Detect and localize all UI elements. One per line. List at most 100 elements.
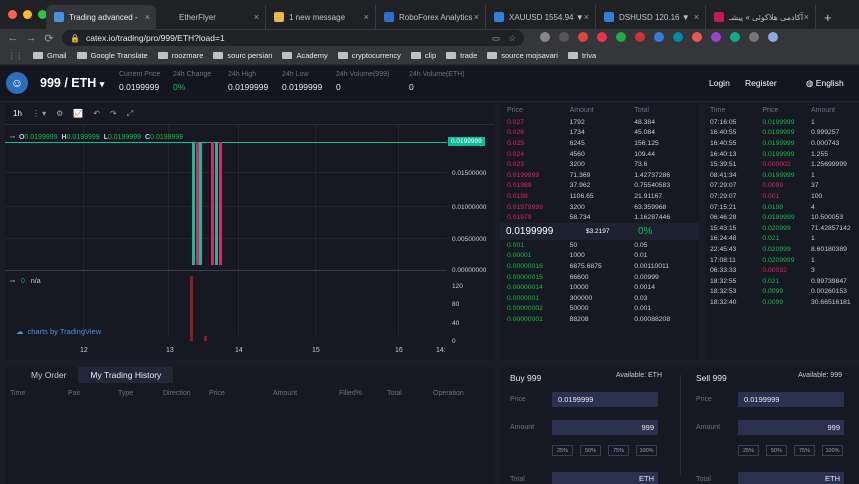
extension-icon[interactable] xyxy=(654,32,664,42)
forward-icon[interactable]: → xyxy=(25,32,37,44)
interval-selector[interactable]: 1h xyxy=(13,109,22,118)
extension-icon[interactable] xyxy=(578,32,588,42)
maximize-window-button[interactable] xyxy=(38,10,47,19)
tab-my-trading-history[interactable]: My Trading History xyxy=(78,367,174,383)
tradingview-link[interactable]: ☁ charts by TradingView xyxy=(16,327,101,336)
sell-pct-button-100[interactable]: 100% xyxy=(822,445,843,456)
bookmark-item[interactable]: source mojsavari xyxy=(487,51,558,60)
browser-tab[interactable]: DSHUSD 120.16 ▼ × xyxy=(596,5,706,29)
orderbook-row[interactable]: 0.01979999 3200 63.359968 xyxy=(500,202,699,213)
new-tab-button[interactable]: + xyxy=(824,9,832,25)
extension-icon[interactable] xyxy=(616,32,626,42)
bookmark-item[interactable]: clip xyxy=(410,51,436,60)
browser-tab[interactable]: آکادمی هلاکوئی » پیشـ × xyxy=(706,5,816,29)
cast-icon[interactable]: ▭ xyxy=(491,32,500,43)
browser-tab[interactable]: XAUUSD 1554.94 ▼ × xyxy=(486,5,596,29)
minimize-window-button[interactable] xyxy=(23,10,32,19)
orderbook-row[interactable]: 0.01989 37.962 0.75540583 xyxy=(500,181,699,192)
orderbook-row[interactable]: 0.024 4560 109.44 xyxy=(500,149,699,160)
indicators-icon[interactable]: 📈 xyxy=(73,109,84,118)
extension-icon[interactable] xyxy=(540,32,550,42)
orderbook-row[interactable]: 0.00000001 88208 0.00088208 xyxy=(500,314,699,325)
sell-total-input[interactable]: ETH xyxy=(738,472,844,484)
bookmark-item[interactable]: trade xyxy=(446,51,477,60)
extension-icon[interactable] xyxy=(692,32,702,42)
tab-close-icon[interactable]: × xyxy=(803,12,809,22)
ohlc-box-icon[interactable]: ▫▫ xyxy=(10,134,15,141)
browser-tab[interactable]: RoboForex Analytics × xyxy=(376,5,486,29)
tab-close-icon[interactable]: × xyxy=(144,12,150,22)
trade-time: 22:45:43 xyxy=(710,245,737,253)
buy-price-input[interactable]: 0.0199999 xyxy=(552,392,658,407)
extension-icon[interactable] xyxy=(673,32,683,42)
fullscreen-icon[interactable]: ⤢ xyxy=(126,108,134,118)
bookmark-item[interactable]: Gmail xyxy=(33,51,67,60)
back-icon[interactable]: ← xyxy=(7,32,19,44)
undo-icon[interactable]: ↶ xyxy=(93,109,100,118)
tab-close-icon[interactable]: × xyxy=(363,12,369,22)
extension-icon[interactable] xyxy=(768,32,778,42)
apps-icon[interactable]: ⋮⋮ xyxy=(8,51,23,60)
address-bar[interactable]: 🔒 catex.io/trading/pro/999/ETH?load=1 ▭ … xyxy=(62,30,524,46)
buy-pct-button-100[interactable]: 100% xyxy=(636,445,657,456)
extension-icon[interactable] xyxy=(635,32,645,42)
orderbook-row[interactable]: 0.01979 58.734 1.16287446 xyxy=(500,212,699,223)
sell-price-input[interactable]: 0.0199999 xyxy=(738,392,844,407)
buy-amount-input[interactable]: 999 xyxy=(552,420,658,435)
sell-pct-button-25[interactable]: 25% xyxy=(738,445,759,456)
bookmark-star-icon[interactable]: ☆ xyxy=(508,32,516,43)
language-selector[interactable]: ◍ English xyxy=(806,78,844,89)
extension-icon[interactable] xyxy=(730,32,740,42)
extension-icon[interactable] xyxy=(711,32,721,42)
settings-gear-icon[interactable]: ⚙ xyxy=(56,109,64,118)
close-window-button[interactable] xyxy=(8,10,17,19)
buy-total-input[interactable]: ETH xyxy=(552,472,658,484)
volume-toggle-icon[interactable]: ▫▫ xyxy=(10,278,15,285)
extension-icon[interactable] xyxy=(559,32,569,42)
orderbook-row[interactable]: 0.025 6245 156.125 xyxy=(500,138,699,149)
sell-pct-button-75[interactable]: 75% xyxy=(794,445,815,456)
sell-pct-button-50[interactable]: 50% xyxy=(766,445,787,456)
tab-close-icon[interactable]: × xyxy=(583,12,589,22)
tab-close-icon[interactable]: × xyxy=(253,12,259,22)
catex-logo[interactable]: ☺ xyxy=(6,72,28,94)
orderbook-row[interactable]: 0.00000014 10000 0.0014 xyxy=(500,282,699,293)
orderbook-row[interactable]: 0.00000002 50000 0.001 xyxy=(500,304,699,315)
orderbook-row[interactable]: 0.027 1792 48.384 xyxy=(500,117,699,128)
redo-icon[interactable]: ↷ xyxy=(110,109,117,118)
bookmark-item[interactable]: sourc persian xyxy=(213,51,272,60)
tab-my-order[interactable]: My Order xyxy=(31,370,67,380)
tab-close-icon[interactable]: × xyxy=(473,12,479,22)
open-value: 0.0199999 xyxy=(24,134,58,141)
orderbook-row[interactable]: 0.0198 1106.65 21.91167 xyxy=(500,191,699,202)
reload-icon[interactable]: ⟳ xyxy=(44,32,54,45)
register-link[interactable]: Register xyxy=(745,78,777,88)
pair-selector[interactable]: 999 / ETH ▾ xyxy=(40,76,104,90)
browser-tab[interactable]: EtherFlyer × xyxy=(156,5,266,29)
extension-icon[interactable] xyxy=(749,32,759,42)
browser-tab[interactable]: 1 new message × xyxy=(266,5,376,29)
bookmark-item[interactable]: Google Translate xyxy=(76,51,148,60)
orderbook-row[interactable]: 0.026 1734 45.084 xyxy=(500,128,699,139)
bookmark-item[interactable]: roozmare xyxy=(157,51,203,60)
bookmark-item[interactable]: Academy xyxy=(282,51,328,60)
orderbook-row[interactable]: 0.00000016 6875.6875 0.00110011 xyxy=(500,261,699,272)
extension-icon[interactable] xyxy=(597,32,607,42)
orderbook-row[interactable]: 0.023 3200 73.6 xyxy=(500,159,699,170)
buy-pct-button-25[interactable]: 25% xyxy=(552,445,573,456)
orderbook-row[interactable]: 0.0199999 71.369 1.42737286 xyxy=(500,170,699,181)
orderbook-row[interactable]: 0.001 50 0.05 xyxy=(500,240,699,251)
buy-pct-button-75[interactable]: 75% xyxy=(608,445,629,456)
bookmark-item[interactable]: cryptocurrency xyxy=(337,51,401,60)
more-options-icon[interactable]: ⋮ ▾ xyxy=(31,109,47,118)
orderbook-row[interactable]: 0.00000015 66600 0.00999 xyxy=(500,272,699,283)
orderbook-row[interactable]: 0.0000001 300000 0.03 xyxy=(500,293,699,304)
bookmark-item[interactable]: triva xyxy=(567,51,596,60)
login-link[interactable]: Login xyxy=(709,78,730,88)
orderbook-row[interactable]: 0.00001 1000 0.01 xyxy=(500,251,699,262)
bookmark-label: cryptocurrency xyxy=(351,51,401,60)
buy-pct-button-50[interactable]: 50% xyxy=(580,445,601,456)
browser-tab[interactable]: Trading advanced - × xyxy=(46,5,156,29)
tab-close-icon[interactable]: × xyxy=(693,12,699,22)
sell-amount-input[interactable]: 999 xyxy=(738,420,844,435)
